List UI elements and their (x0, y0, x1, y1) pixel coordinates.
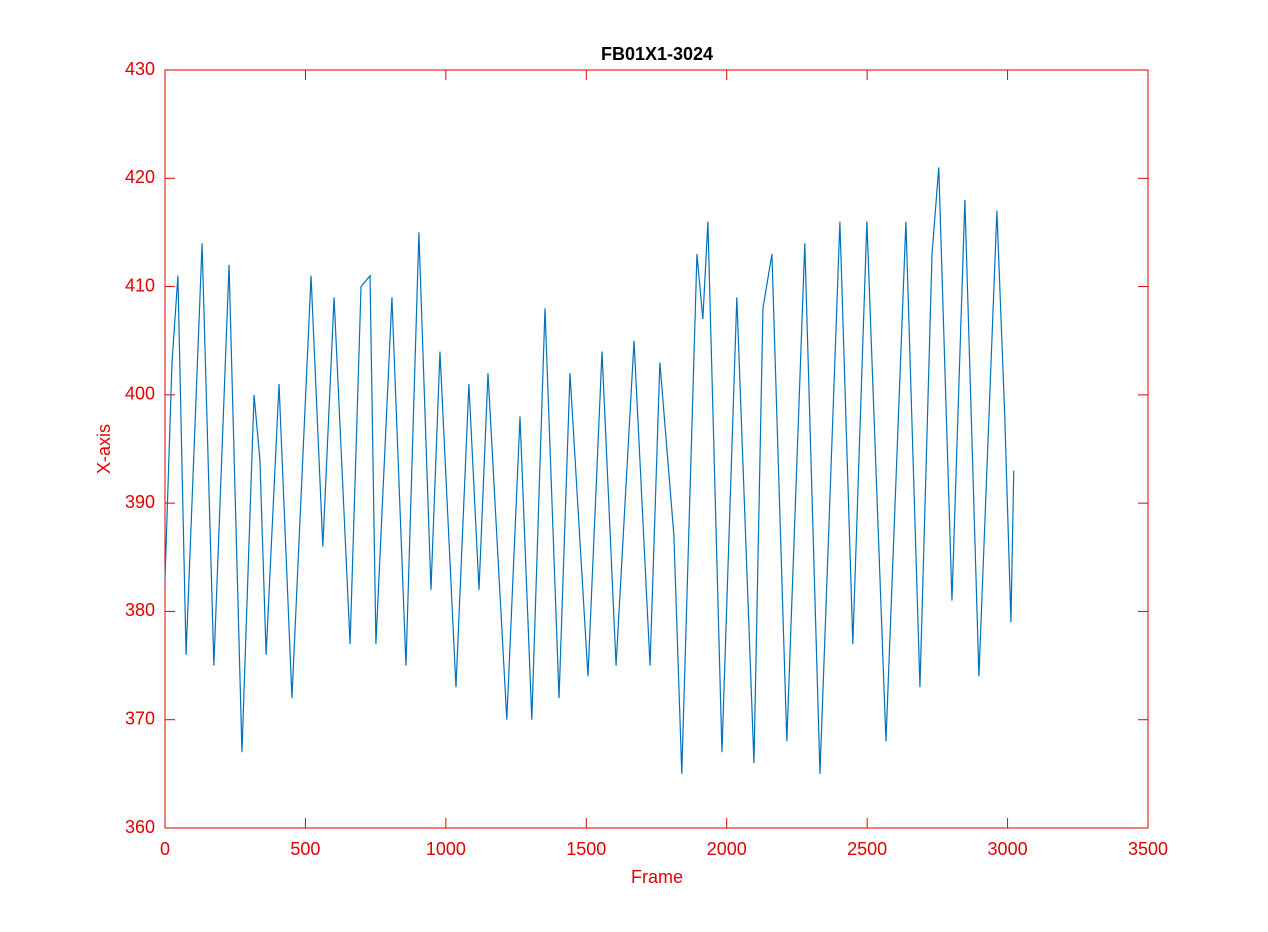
data-line (164, 167, 1015, 774)
x-tick-label: 0 (160, 839, 170, 859)
x-tick-label: 2500 (847, 839, 887, 859)
y-tick-label: 400 (125, 384, 155, 404)
x-axis-label: Frame (631, 867, 683, 887)
y-tick-label: 430 (125, 59, 155, 79)
y-tick-label: 380 (125, 600, 155, 620)
chart-title: FB01X1-3024 (601, 44, 713, 64)
x-tick-label: 2000 (707, 839, 747, 859)
x-tick-label: 3500 (1128, 839, 1168, 859)
x-tick-label: 1000 (426, 839, 466, 859)
y-tick-label: 420 (125, 167, 155, 187)
y-tick-label: 360 (125, 817, 155, 837)
y-tick-label: 410 (125, 275, 155, 295)
y-tick-label: 370 (125, 708, 155, 728)
y-tick-label: 390 (125, 492, 155, 512)
x-tick-label: 1500 (566, 839, 606, 859)
x-tick-label: 3000 (988, 839, 1028, 859)
x-tick-label: 500 (290, 839, 320, 859)
y-axis-label: X-axis (94, 424, 114, 474)
